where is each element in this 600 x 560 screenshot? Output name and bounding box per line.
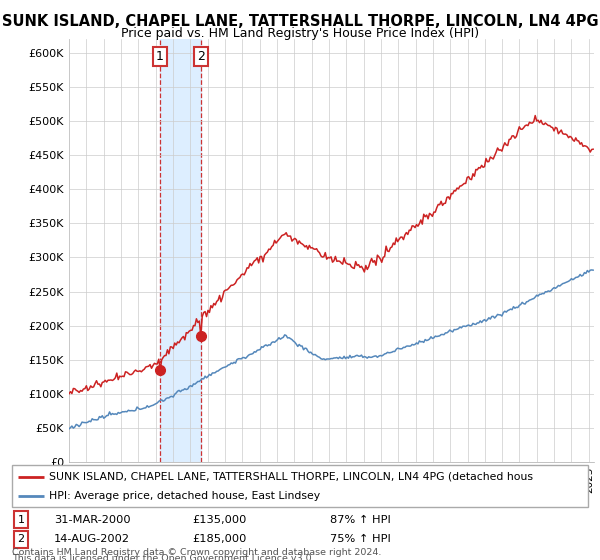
Text: 1: 1 [156,50,164,63]
Text: 2: 2 [197,50,205,63]
Text: This data is licensed under the Open Government Licence v3.0.: This data is licensed under the Open Gov… [12,554,314,560]
Text: 2: 2 [17,534,25,544]
Text: HPI: Average price, detached house, East Lindsey: HPI: Average price, detached house, East… [49,491,320,501]
FancyBboxPatch shape [12,465,588,507]
Text: £185,000: £185,000 [192,534,247,544]
Text: 14-AUG-2002: 14-AUG-2002 [54,534,130,544]
Text: SUNK ISLAND, CHAPEL LANE, TATTERSHALL THORPE, LINCOLN, LN4 4PG (detached hous: SUNK ISLAND, CHAPEL LANE, TATTERSHALL TH… [49,472,533,482]
Text: 87% ↑ HPI: 87% ↑ HPI [330,515,391,525]
Text: £135,000: £135,000 [192,515,247,525]
Bar [160,39,201,462]
Text: Contains HM Land Registry data © Crown copyright and database right 2024.: Contains HM Land Registry data © Crown c… [12,548,382,557]
Text: 1: 1 [17,515,25,525]
Text: SUNK ISLAND, CHAPEL LANE, TATTERSHALL THORPE, LINCOLN, LN4 4PG: SUNK ISLAND, CHAPEL LANE, TATTERSHALL TH… [2,14,598,29]
Text: 75% ↑ HPI: 75% ↑ HPI [330,534,391,544]
Text: 31-MAR-2000: 31-MAR-2000 [54,515,131,525]
Text: Price paid vs. HM Land Registry's House Price Index (HPI): Price paid vs. HM Land Registry's House … [121,27,479,40]
